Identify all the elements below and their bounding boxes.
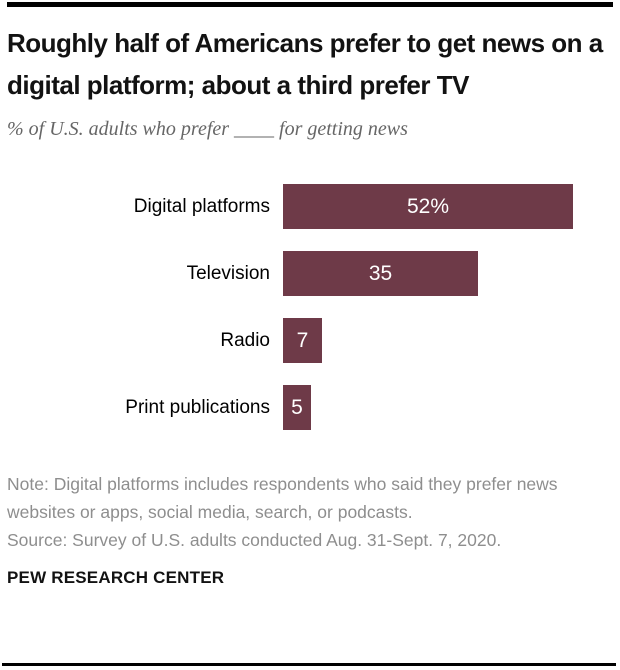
chart-subtitle: % of U.S. adults who prefer ____ for get…	[7, 118, 408, 140]
category-label: Radio	[220, 329, 270, 351]
category-label: Print publications	[125, 396, 270, 418]
bar-television: 35	[283, 251, 478, 296]
bar-value-label: 35	[368, 261, 393, 285]
chart-title: Roughly half of Americans prefer to get …	[7, 28, 603, 100]
bottom-rule	[2, 663, 616, 666]
bar-row-television: Television 35	[7, 251, 613, 296]
bar-value-label: 52%	[406, 194, 450, 218]
pew-research-center-wordmark: PEW RESEARCH CENTER	[7, 568, 225, 587]
category-label: Television	[186, 262, 270, 284]
top-rule	[7, 2, 613, 7]
bar-row-print-publications: Print publications 5	[7, 385, 613, 430]
bar-row-digital-platforms: Digital platforms 52%	[7, 184, 613, 229]
category-label: Digital platforms	[133, 195, 270, 217]
bar-value-label: 7	[296, 328, 309, 352]
footnote-block: Note: Digital platforms includes respond…	[7, 470, 572, 554]
bar-digital-platforms: 52%	[283, 184, 573, 229]
bar-print-publications: 5	[283, 385, 311, 430]
note-text: Note: Digital platforms includes respond…	[7, 474, 558, 522]
bar-chart: Digital platforms 52% Television 35 Radi…	[7, 184, 613, 430]
source-text: Source: Survey of U.S. adults conducted …	[7, 530, 502, 550]
bar-row-radio: Radio 7	[7, 318, 613, 363]
bar-value-label: 5	[291, 395, 303, 419]
bar-radio: 7	[283, 318, 322, 363]
